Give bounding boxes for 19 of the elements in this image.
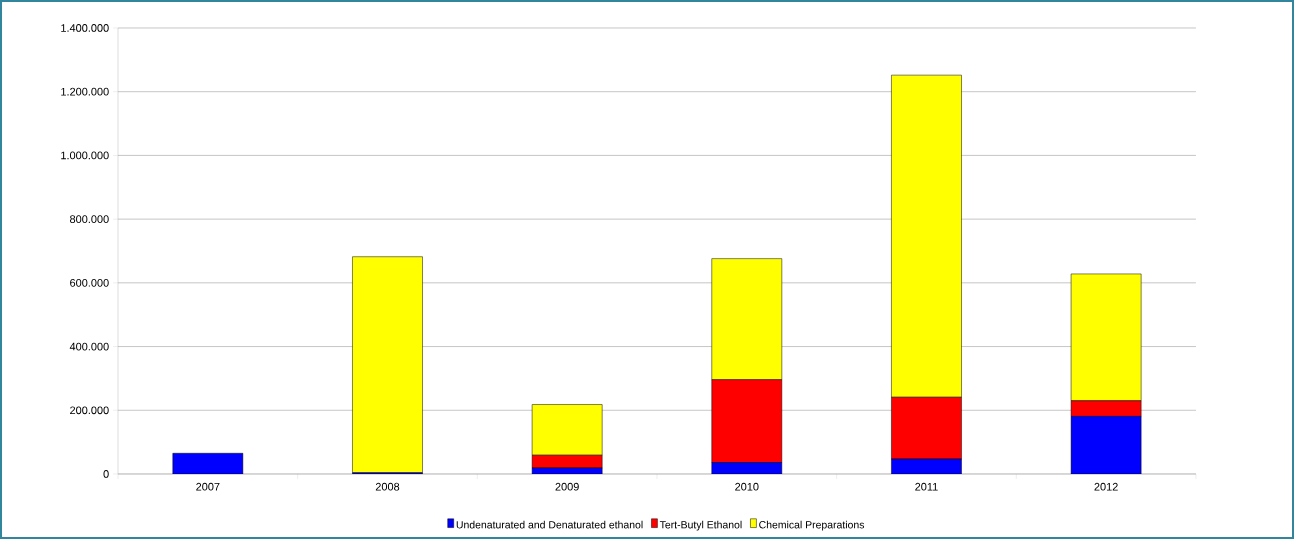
x-tick-label: 2012 bbox=[1094, 482, 1118, 491]
x-tick-label: 2010 bbox=[735, 482, 759, 491]
legend-label: Undenaturated and Denaturated ethanol bbox=[456, 520, 643, 529]
x-tick-label: 2008 bbox=[375, 482, 400, 491]
bar bbox=[352, 256, 423, 473]
y-tick-label: 1.200.000 bbox=[61, 87, 109, 96]
legend-label: Chemical Preparations bbox=[759, 520, 865, 531]
y-tick-label: 0 bbox=[103, 470, 109, 478]
y-tick-label: 400.000 bbox=[69, 342, 109, 351]
y-tick-label: 600.000 bbox=[70, 278, 109, 287]
x-tick-label: 2007 bbox=[196, 482, 220, 491]
y-tick-label: 1.400.000 bbox=[61, 24, 109, 32]
y-tick-label: 1.000.000 bbox=[61, 151, 109, 160]
y-tick-label: 800.000 bbox=[70, 215, 109, 224]
legend-label: Tert-Butyl Ethanol bbox=[659, 520, 742, 531]
y-tick-label: 200.000 bbox=[70, 406, 109, 415]
bar bbox=[172, 453, 244, 474]
x-tick-label: 2011 bbox=[915, 482, 938, 491]
x-tick-label: 2009 bbox=[555, 482, 579, 491]
